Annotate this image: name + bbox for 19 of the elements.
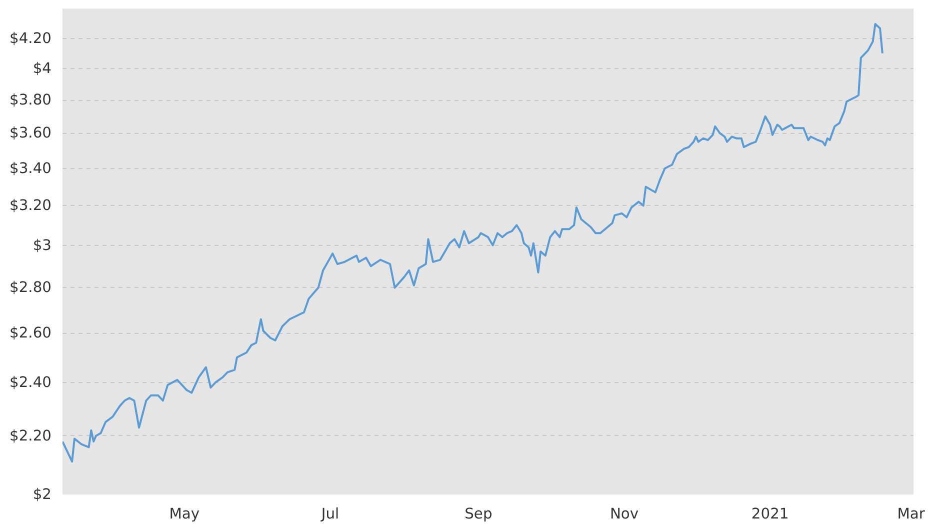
x-tick-label: 2021	[751, 506, 789, 522]
y-tick-label: $3.60	[10, 124, 52, 142]
line-series	[62, 23, 884, 463]
x-tick-label: May	[169, 506, 200, 522]
x-tick-label: Jul	[320, 506, 340, 522]
y-tick-label: $2.60	[10, 324, 52, 342]
y-tick-label: $4	[32, 60, 52, 77]
y-tick-label: $3.40	[10, 160, 52, 177]
y-tick-label: $2	[32, 486, 52, 503]
y-tick-label: $3	[32, 236, 52, 254]
y-tick-label: $2.20	[10, 427, 52, 444]
x-tick-label: Mar	[897, 506, 926, 522]
x-tick-label: Sep	[464, 506, 492, 522]
x-tick-label: Nov	[610, 506, 639, 522]
y-tick-label: $3.20	[10, 197, 52, 214]
y-tick-label: $3.80	[10, 92, 52, 108]
y-tick-label: $2.80	[10, 279, 52, 296]
y-tick-label: $4.20	[10, 30, 52, 47]
y-tick-label: $2.40	[10, 374, 52, 391]
